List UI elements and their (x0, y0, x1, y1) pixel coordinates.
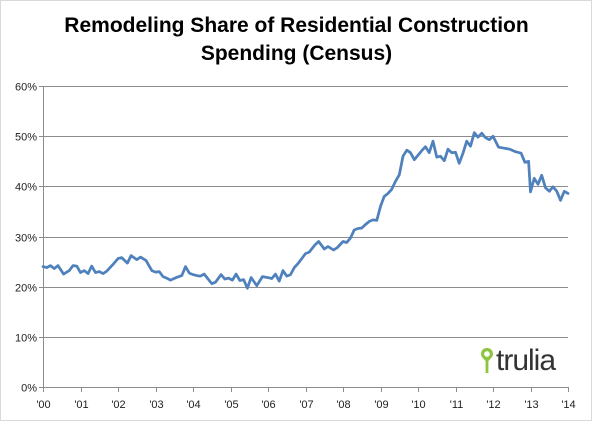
x-tick-label: '14 (561, 399, 575, 411)
y-tick-label: 10% (15, 333, 37, 345)
y-tick-label: 20% (15, 283, 37, 295)
y-tick-label: 60% (15, 82, 37, 94)
axes (39, 86, 569, 392)
chart-title-line-2: Spending (Census) (200, 42, 393, 65)
x-tick-label: '09 (374, 399, 388, 411)
x-tick-label: '03 (149, 399, 163, 411)
y-tick-label: 0% (21, 383, 37, 395)
x-tick-label: '00 (36, 399, 50, 411)
x-tick-label: '07 (299, 399, 313, 411)
grid-lines (43, 86, 568, 338)
watermark-text: trulia (496, 344, 556, 377)
x-tick-label: '12 (486, 399, 500, 411)
y-tick-label: 50% (15, 132, 37, 144)
location-pin-icon (481, 348, 493, 373)
x-tick-label: '05 (224, 399, 238, 411)
x-tick-label: '06 (261, 399, 275, 411)
chart-title-line-1: Remodeling Share of Residential Construc… (64, 14, 529, 37)
series-layer (41, 131, 570, 290)
x-tick-label: '13 (524, 399, 538, 411)
tick-labels: 0% 10% 20% 30% 40% 50% 60% '00 '01 '02 '03 '04 '05 '0… (15, 82, 576, 412)
x-tick-label: '08 (336, 399, 350, 411)
x-tick-label: '02 (111, 399, 125, 411)
y-tick-label: 30% (15, 233, 37, 245)
trulia-logo: trulia (480, 344, 556, 378)
x-tick-label: '11 (450, 399, 464, 411)
x-tick-label: '10 (411, 399, 425, 411)
y-tick-label: 40% (15, 182, 37, 194)
x-tick-label: '04 (186, 399, 200, 411)
x-tick-label: '01 (74, 399, 88, 411)
series-line-0 (41, 131, 570, 290)
